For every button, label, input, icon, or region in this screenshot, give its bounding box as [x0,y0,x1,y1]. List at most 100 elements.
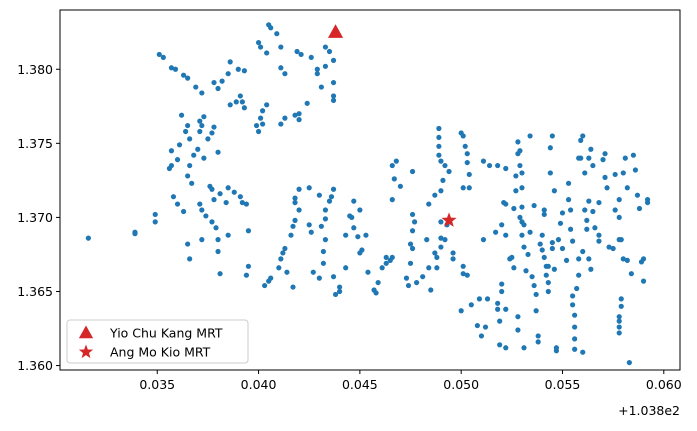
data-point [515,314,521,320]
data-point [618,296,624,302]
data-point [478,333,485,339]
data-point [450,256,456,262]
data-point [296,207,302,213]
data-point [592,225,598,231]
data-point [365,269,371,275]
data-point [602,151,608,157]
data-point [197,201,203,207]
data-point [215,85,221,92]
data-point [409,168,416,175]
data-point [316,192,322,198]
x-axis-ticks: 0.035 0.040 0.045 0.050 0.055 0.060 [139,370,682,392]
data-point [499,222,505,228]
data-point [397,183,403,189]
data-point [523,268,529,274]
data-point [545,263,551,269]
data-point [411,219,418,225]
data-point [432,250,438,256]
data-point [464,272,470,278]
data-point [460,271,466,277]
data-point [466,185,472,191]
data-point [235,66,241,72]
y-tick-label: 1.370 [17,210,53,225]
data-point [282,245,288,252]
data-point [590,162,596,169]
data-point [586,198,592,204]
data-point [521,345,527,351]
data-point [464,159,470,166]
data-point [152,211,158,218]
data-point [187,256,193,262]
data-point [282,71,288,77]
data-point [316,275,322,281]
data-point [383,254,389,261]
data-point [389,162,395,169]
data-point [545,288,551,295]
data-point [373,290,379,296]
data-point [547,170,553,176]
data-point [174,201,181,207]
data-point [132,231,138,237]
data-point [363,232,369,238]
data-point [278,121,284,127]
data-point [541,207,547,213]
data-point [543,272,549,278]
data-point [172,66,179,72]
data-point [519,185,525,191]
data-point [343,232,349,238]
data-point [407,260,414,266]
data-point [507,256,513,262]
data-point [262,282,268,289]
data-point [426,201,432,207]
data-point [474,322,480,329]
data-point [438,188,444,194]
data-point [389,254,395,261]
data-point [580,133,586,139]
data-point [326,48,333,55]
data-point [482,324,489,330]
data-point [237,93,243,99]
data-point [584,226,590,232]
data-point [292,112,298,118]
data-point [434,265,440,271]
data-point [513,173,519,179]
data-point [624,257,630,263]
data-point [357,207,363,213]
data-point [484,296,491,302]
data-point [570,238,576,244]
data-point [634,192,641,198]
data-point [211,197,217,203]
data-point [644,199,651,206]
data-point [533,291,539,298]
data-point [515,327,521,333]
x-tick-label: 0.060 [646,377,682,392]
data-point [497,318,503,324]
data-point [519,170,525,176]
data-point [264,50,270,56]
data-point [539,247,545,253]
data-point [349,214,355,221]
data-point [282,115,288,121]
data-point [442,162,448,169]
data-point [428,287,434,293]
data-point [255,39,262,46]
data-point [468,302,474,308]
data-point [620,256,626,262]
data-point [278,256,284,262]
data-point [460,185,466,191]
data-point [618,237,624,243]
data-point [330,97,337,103]
data-point [618,303,624,309]
data-point [260,108,266,114]
data-point [549,239,555,246]
data-point [211,79,217,86]
data-point [557,220,564,226]
data-point [197,118,203,124]
data-point [357,250,363,256]
data-point [168,65,175,71]
data-point [215,248,221,255]
x-offset-label: +1.038e2 [618,403,680,418]
data-point [572,312,578,318]
data-point [351,225,357,231]
